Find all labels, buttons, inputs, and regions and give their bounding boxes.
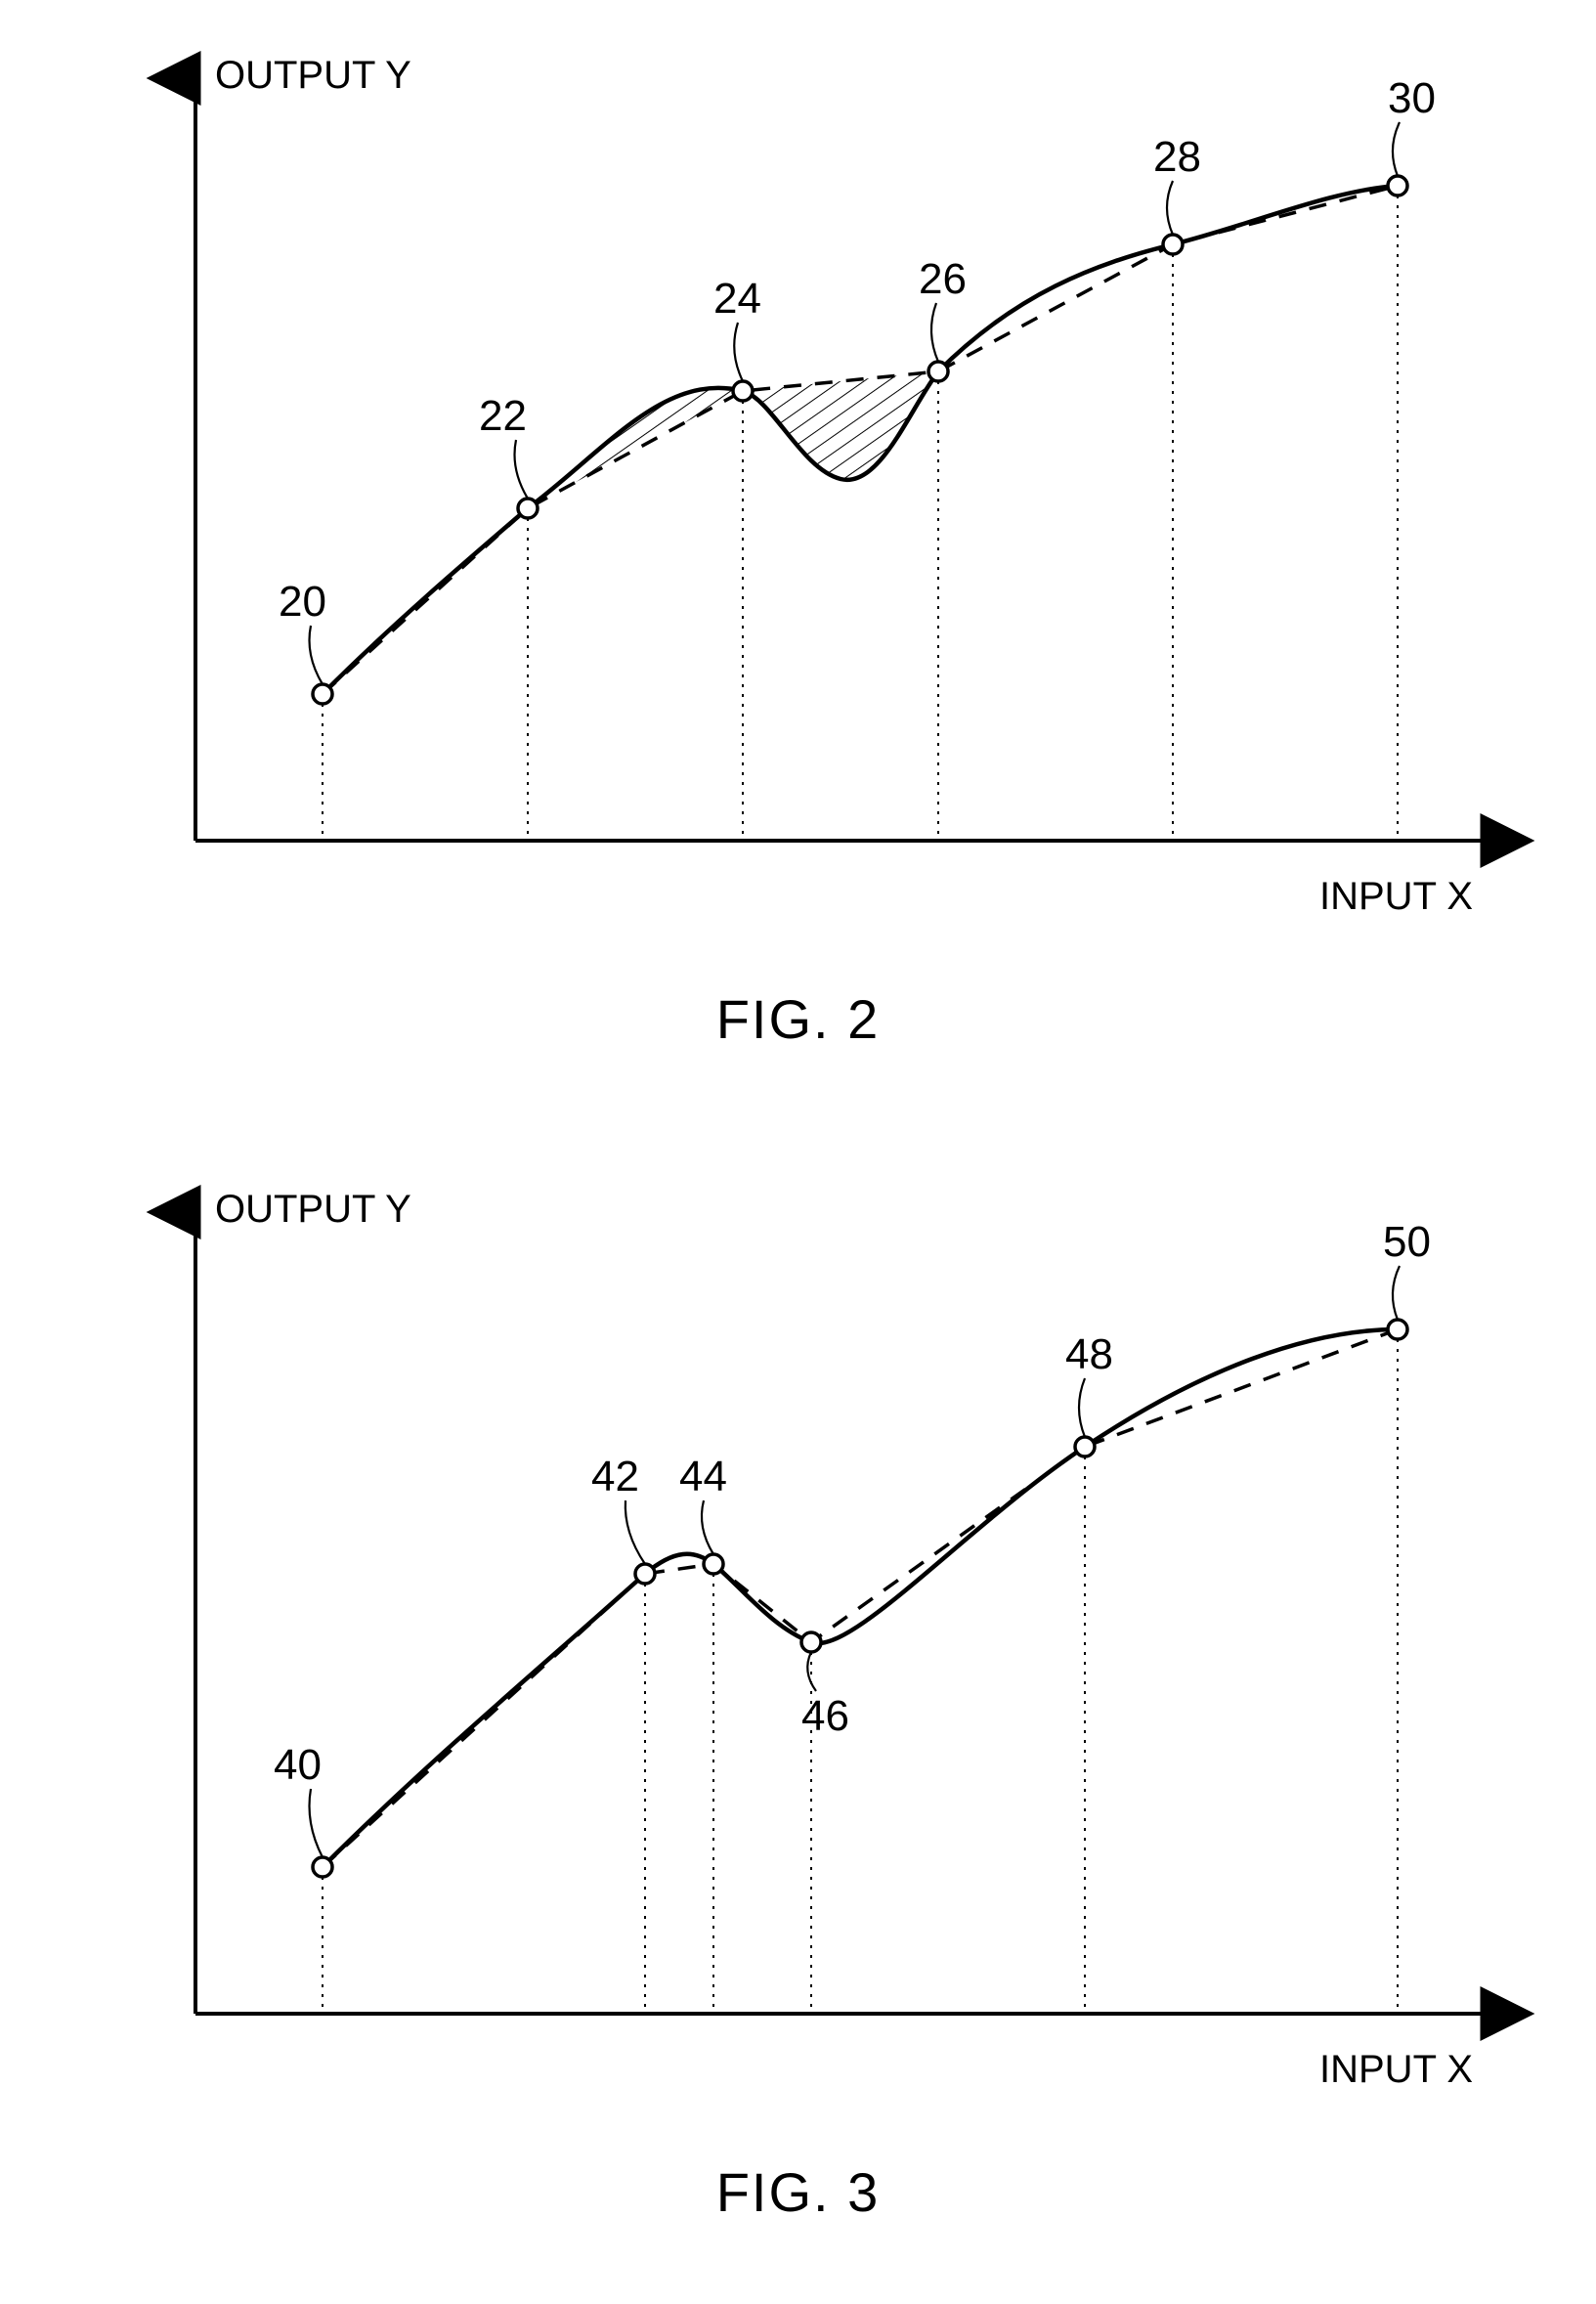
leader-line xyxy=(1167,181,1173,235)
x-axis-label: INPUT X xyxy=(1319,875,1473,918)
figure-2-caption: FIG. 2 xyxy=(716,987,881,1051)
leader-line xyxy=(931,303,938,362)
sample-point-46 xyxy=(801,1632,821,1652)
point-label-26: 26 xyxy=(919,255,967,303)
sample-point-44 xyxy=(704,1554,723,1574)
sample-point-22 xyxy=(518,499,538,518)
y-axis-label: OUTPUT Y xyxy=(215,1188,411,1231)
hatch-region xyxy=(743,371,938,480)
leader-line xyxy=(702,1500,713,1554)
point-label-28: 28 xyxy=(1153,133,1201,181)
dashed-polyline xyxy=(323,1329,1398,1867)
figures-svg: OUTPUT Y INPUT X 20 22 24 26 28 30 OUTPUT Y INPU… xyxy=(0,0,1596,2304)
sample-point-24 xyxy=(733,381,753,401)
point-label-30: 30 xyxy=(1388,74,1436,122)
leader-line xyxy=(1393,1266,1400,1320)
sample-point-30 xyxy=(1388,176,1407,196)
y-axis-label: OUTPUT Y xyxy=(215,54,411,97)
response-curve xyxy=(323,1329,1398,1867)
point-label-50: 50 xyxy=(1383,1218,1431,1266)
figure-3-caption: FIG. 3 xyxy=(716,2160,881,2224)
point-label-44: 44 xyxy=(679,1453,727,1500)
sample-point-40 xyxy=(313,1857,332,1877)
x-axis-label: INPUT X xyxy=(1319,2048,1473,2091)
point-label-48: 48 xyxy=(1065,1330,1113,1378)
sample-point-28 xyxy=(1163,235,1183,254)
point-label-40: 40 xyxy=(274,1741,322,1789)
point-label-24: 24 xyxy=(713,275,761,323)
page: OUTPUT Y INPUT X 20 22 24 26 28 30 OUTPUT Y INPU… xyxy=(0,0,1596,2304)
leader-line xyxy=(515,440,529,499)
leader-line xyxy=(734,323,743,381)
sample-point-20 xyxy=(313,684,332,704)
figure-2: OUTPUT Y INPUT X 20 22 24 26 28 30 xyxy=(195,54,1486,918)
point-label-22: 22 xyxy=(479,392,527,440)
leader-line xyxy=(310,626,324,684)
leader-line xyxy=(1079,1378,1085,1437)
leader-line xyxy=(625,1500,645,1564)
leader-line xyxy=(1393,122,1400,176)
point-label-46: 46 xyxy=(801,1692,849,1740)
figure-3: OUTPUT Y INPUT X 40 42 44 46 48 50 xyxy=(195,1188,1486,2091)
leader-line xyxy=(310,1789,324,1857)
point-label-42: 42 xyxy=(591,1453,639,1500)
sample-point-50 xyxy=(1388,1320,1407,1339)
sample-point-48 xyxy=(1075,1437,1095,1456)
sample-point-42 xyxy=(635,1564,655,1584)
sample-point-26 xyxy=(928,362,948,381)
point-label-20: 20 xyxy=(279,578,326,626)
